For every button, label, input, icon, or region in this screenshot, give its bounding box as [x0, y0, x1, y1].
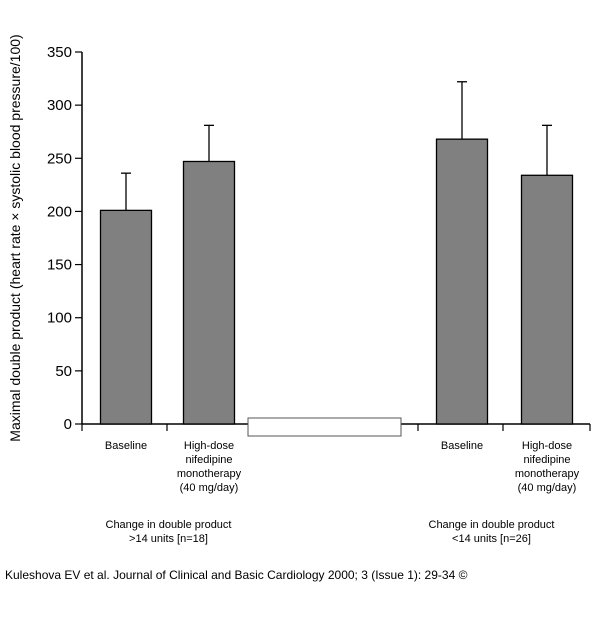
category-label: High-dose: [522, 440, 572, 452]
bars: [99, 81, 574, 425]
category-label: (40 mg/day): [518, 482, 577, 494]
y-tick-label: 100: [47, 310, 72, 327]
category-label: High-dose: [184, 440, 234, 452]
group-labels: Change in double product >14 units [n=18]…: [106, 519, 555, 545]
y-tick-label: 250: [47, 150, 72, 167]
category-label: monotherapy: [515, 468, 580, 480]
category-label: Baseline: [441, 440, 483, 452]
chart: 0 50 100 150 200 250 300 350 Maximal double pro…: [7, 34, 591, 545]
category-label: nifedipine: [185, 454, 232, 466]
citation-text: Kuleshova EV et al. Journal of Clinical …: [5, 568, 468, 582]
y-ticks: 0 50 100 150 200 250 300 350: [47, 44, 82, 433]
group-label: Change in double product: [429, 519, 555, 531]
bar: [520, 174, 574, 425]
y-tick-label: 200: [47, 203, 72, 220]
bar: [182, 160, 236, 425]
group-label: <14 units [n=26]: [452, 533, 531, 545]
y-tick-label: 300: [47, 97, 72, 114]
chart-axes: [81, 52, 590, 425]
category-label: monotherapy: [177, 468, 242, 480]
axis-break-box: [247, 417, 402, 437]
y-tick-label: 150: [47, 257, 72, 274]
category-label: (40 mg/day): [180, 482, 239, 494]
group-label: >14 units [n=18]: [129, 533, 208, 545]
bar: [99, 209, 153, 425]
group-label: Change in double product: [106, 519, 232, 531]
category-label: Baseline: [105, 440, 147, 452]
y-axis-label: Maximal double product (heart rate × sys…: [7, 34, 23, 441]
category-labels: Baseline High-dose nifedipine monotherapy (4…: [81, 424, 591, 494]
y-tick-label: 50: [55, 363, 72, 380]
bar: [435, 138, 489, 425]
category-label: nifedipine: [523, 454, 570, 466]
y-tick-label: 350: [47, 44, 72, 61]
y-tick-label: 0: [64, 416, 72, 433]
